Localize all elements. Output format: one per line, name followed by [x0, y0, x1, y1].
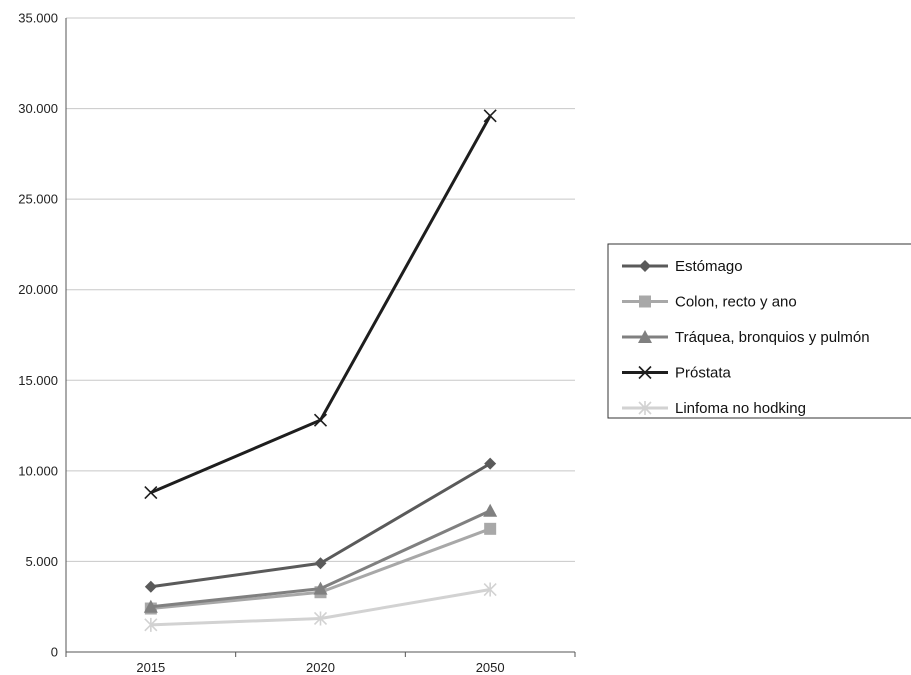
legend-item: Próstata — [622, 365, 732, 382]
data-point — [313, 413, 328, 427]
legend-marker — [638, 330, 652, 343]
legend-marker — [638, 365, 652, 380]
y-tick-label: 20.000 — [18, 282, 58, 297]
y-tick-label: 35.000 — [18, 11, 58, 26]
data-point — [144, 617, 158, 632]
x-tick-label: 2020 — [306, 660, 335, 675]
legend-item: Colon, recto y ano — [622, 294, 797, 311]
series-0 — [144, 457, 497, 593]
y-tick-label: 25.000 — [18, 192, 58, 207]
x-tick-label: 2050 — [476, 660, 505, 675]
data-point — [483, 503, 498, 517]
legend-item: Linfoma no hodking — [622, 400, 806, 417]
data-point — [483, 582, 497, 597]
data-point — [314, 557, 327, 570]
legend-label: Próstata — [675, 365, 732, 382]
grid-lines — [66, 17, 575, 562]
y-tick-label: 15.000 — [18, 373, 58, 388]
legend-label: Tráquea, bronquios y pulmón — [675, 329, 870, 346]
legend-label: Estómago — [675, 258, 743, 275]
data-point — [144, 580, 157, 593]
legend-item: Estómago — [622, 258, 743, 275]
legend-label: Colon, recto y ano — [675, 294, 797, 311]
y-tick-label: 30.000 — [18, 101, 58, 116]
axes: 0 5.000 10.000 15.000 20.000 25.000 30.000 35.0… — [18, 11, 576, 675]
data-point — [313, 581, 328, 595]
data-point — [143, 599, 158, 613]
y-tick-label: 10.000 — [18, 463, 58, 478]
legend-marker — [638, 401, 652, 415]
series-2 — [143, 503, 498, 613]
data-point — [313, 611, 328, 626]
y-tick-label: 0 — [51, 645, 58, 660]
data-point — [484, 457, 497, 470]
legend-item: Tráquea, bronquios y pulmón — [622, 329, 870, 346]
y-tick-label: 5.000 — [25, 554, 58, 569]
series-line — [150, 115, 492, 494]
legend: Estómago Colon, recto y ano Tráquea, bronq… — [607, 243, 911, 419]
x-tick-label: 2015 — [136, 660, 165, 675]
data-point — [144, 486, 158, 500]
series-lines — [143, 109, 498, 632]
legend-marker — [639, 295, 651, 308]
legend-box — [607, 243, 911, 419]
legend-label: Linfoma no hodking — [675, 400, 806, 417]
series-3 — [144, 109, 497, 500]
data-point — [483, 109, 497, 123]
legend-marker — [639, 260, 651, 272]
series-4 — [144, 582, 497, 632]
data-point — [484, 522, 497, 535]
